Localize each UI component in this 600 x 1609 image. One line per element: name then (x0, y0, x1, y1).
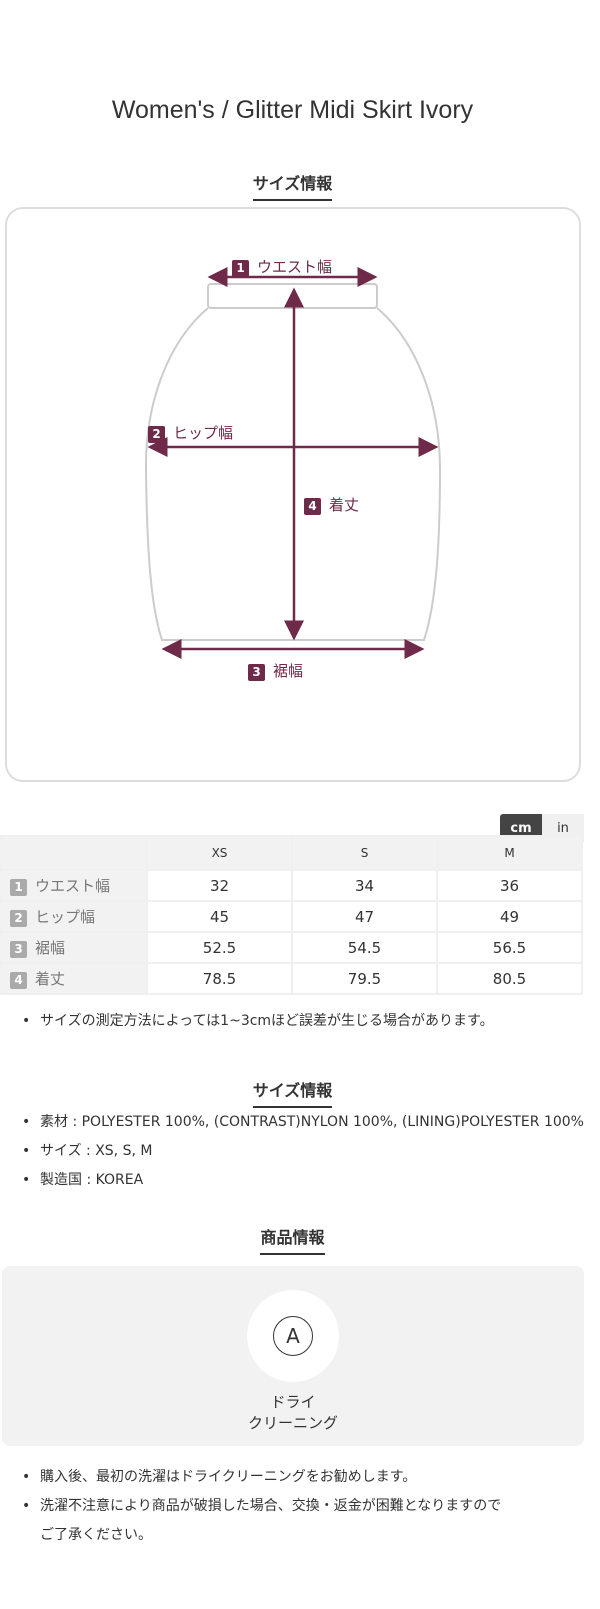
product-title: Women's / Glitter Midi Skirt Ivory (111, 96, 474, 124)
spec-list: 素材 : POLYESTER 100%, (CONTRAST)NYLON 100… (22, 1108, 584, 1195)
waistband-outline (207, 283, 378, 309)
table-row: 1 ウエスト幅 32 34 36 (0, 869, 583, 902)
table-row: 3 裾幅 52.5 54.5 56.5 (0, 931, 583, 964)
size-diagram-card (5, 207, 581, 782)
label-length: 4 着丈 (304, 494, 360, 515)
skirt-diagram (144, 267, 442, 659)
header-s: S (291, 835, 438, 871)
size-table: XS S M 1 ウエスト幅 32 34 36 2 ヒップ幅 45 47 49 3 裾幅 52.5 54.… (0, 835, 583, 995)
label-hem: 3 裾幅 (248, 660, 303, 681)
table-row: 4 着丈 78.5 79.5 80.5 (0, 962, 583, 995)
dry-clean-label: ドライ クリーニング (247, 1393, 338, 1432)
header-xs: XS (146, 835, 293, 871)
dry-clean-icon: A (247, 1290, 339, 1382)
label-hip: 2 ヒップ幅 (148, 422, 233, 443)
table-row: 2 ヒップ幅 45 47 49 (0, 900, 583, 933)
spec-country: 製造国 : KOREA (22, 1166, 584, 1195)
care-notes: 購入後、最初の洗濯はドライクリーニングをお勧めします。 洗濯不注意により商品が破… (22, 1463, 501, 1550)
spec-material: 素材 : POLYESTER 100%, (CONTRAST)NYLON 100… (22, 1108, 584, 1137)
spec-sizes: サイズ : XS, S, M (22, 1137, 584, 1166)
label-waist: 1 ウエスト幅 (232, 256, 332, 277)
header-m: M (436, 835, 583, 871)
spec-heading: サイズ情報 (0, 1077, 585, 1108)
size-note: サイズの測定方法によっては1~3cmほど誤差が生じる場合があります。 (22, 1007, 494, 1036)
care-heading: 商品情報 (0, 1224, 585, 1255)
size-heading: サイズ情報 (0, 170, 585, 201)
